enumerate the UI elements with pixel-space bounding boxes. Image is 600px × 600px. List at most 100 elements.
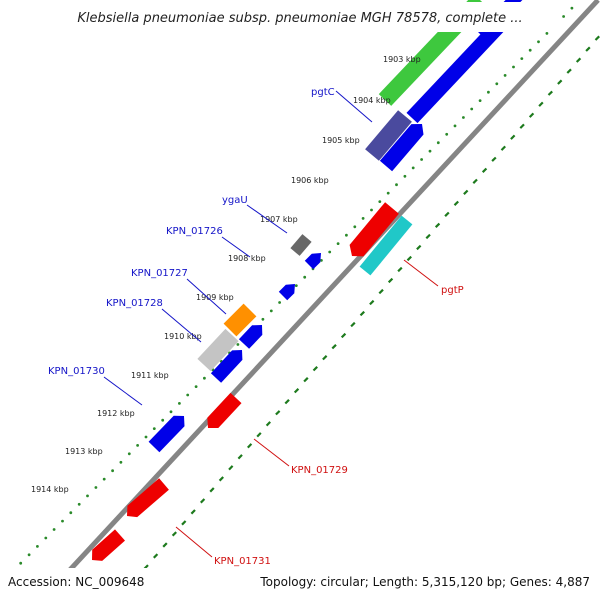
- tick-mark: [510, 134, 516, 140]
- tick-mark: [162, 542, 168, 548]
- gc-dot: [545, 32, 549, 35]
- tick-mark: [416, 244, 422, 251]
- label-pointer: [403, 259, 439, 287]
- tick-mark: [200, 498, 206, 504]
- cyan-feature: [359, 215, 413, 276]
- tick-mark: [434, 222, 441, 228]
- gc-dot: [503, 74, 507, 77]
- tick-mark: [519, 123, 525, 129]
- tick-mark: [350, 321, 356, 328]
- tick-mark: [340, 332, 347, 339]
- tick-mark: [181, 520, 187, 526]
- reverse-gene: [207, 392, 242, 428]
- gc-dot: [161, 418, 165, 422]
- kbp-label: 1912 kbp: [97, 409, 135, 418]
- tick-mark: [228, 465, 234, 471]
- gc-dot: [445, 132, 449, 136]
- tick-mark: [331, 344, 337, 350]
- tick-mark: [557, 79, 563, 85]
- kbp-label: 1908 kbp: [228, 254, 266, 263]
- forward-gene: [238, 325, 263, 349]
- tick-mark: [397, 266, 403, 273]
- tick-mark: [237, 454, 243, 460]
- gc-dot: [320, 259, 323, 262]
- tick-mark: [359, 310, 365, 317]
- gene-labels: pgtC ygaU KPN_01726 KPN_01727 KPN_01728 KPN_0…: [48, 87, 464, 567]
- label-pointer: [221, 236, 251, 258]
- gc-dot: [111, 469, 114, 473]
- gc-dot: [86, 494, 89, 498]
- label-pointer: [186, 278, 227, 315]
- gene-label-KPN_01728: KPN_01728: [106, 298, 163, 309]
- kbp-label: 1905 kbp: [322, 136, 360, 145]
- map-title: Klebsiella pneumoniae subsp. pneumoniae …: [77, 11, 522, 26]
- label-pointer: [246, 204, 288, 234]
- gc-dot: [570, 6, 574, 10]
- kbp-label: 1911 kbp: [131, 371, 169, 380]
- gc-dot: [453, 124, 457, 128]
- kbp-label: 1906 kbp: [291, 176, 329, 185]
- gc-dot: [77, 502, 81, 506]
- tick-mark: [528, 112, 535, 118]
- gene-label-pgtP: pgtP: [441, 285, 464, 296]
- kbp-label: 1909 kbp: [196, 293, 234, 302]
- gene-label-KPN_01729: KPN_01729: [291, 465, 348, 476]
- kbp-scale: 1903 kbp 1904 kbp 1905 kbp 1906 kbp 1907 kbp…: [31, 55, 421, 494]
- gc-dot: [353, 225, 357, 229]
- gc-dot: [178, 402, 181, 405]
- accession-text: Accession: NC_009648: [8, 575, 144, 589]
- gc-dot: [269, 309, 273, 313]
- gc-dot: [420, 158, 423, 161]
- tick-mark: [312, 366, 318, 372]
- gc-dot: [278, 301, 281, 304]
- forward-gene: [278, 284, 295, 301]
- grey-feature: [290, 234, 312, 256]
- tick-mark: [275, 410, 281, 416]
- gc-dot: [127, 452, 131, 456]
- gc-dot: [194, 385, 198, 388]
- kbp-label: 1907 kbp: [260, 215, 298, 224]
- gc-dot: [336, 242, 340, 246]
- gc-dot: [411, 166, 415, 170]
- gc-dot: [345, 233, 348, 237]
- gc-dot: [403, 174, 407, 178]
- tick-mark: [293, 388, 300, 394]
- gc-dot: [470, 107, 474, 111]
- tick-mark: [444, 211, 450, 217]
- gc-dot: [528, 48, 532, 52]
- gc-dot: [378, 200, 382, 204]
- tick-mark: [284, 399, 290, 405]
- tick-mark: [585, 46, 591, 52]
- gc-dot: [19, 561, 23, 565]
- summary-text: Topology: circular; Length: 5,315,120 bp…: [259, 575, 590, 589]
- gc-dot: [478, 99, 482, 102]
- gc-dot: [61, 519, 64, 523]
- gc-dot: [44, 536, 48, 540]
- tick-mark: [538, 101, 544, 107]
- tick-mark: [453, 200, 459, 206]
- gc-dot: [52, 528, 56, 531]
- indigo-feature: [365, 110, 412, 161]
- kbp-label: 1914 kbp: [31, 485, 69, 494]
- tick-mark: [491, 156, 497, 162]
- gc-dot: [27, 553, 31, 557]
- reverse-gene: [92, 529, 125, 561]
- tick-mark: [322, 355, 328, 361]
- gene-label-KPN_01726: KPN_01726: [166, 226, 223, 237]
- gc-dot: [152, 427, 156, 430]
- kbp-label: 1910 kbp: [164, 332, 202, 341]
- gc-dot: [186, 393, 190, 397]
- gc-dot: [294, 284, 298, 287]
- gc-dot: [261, 317, 265, 321]
- outer-tick-track: [116, 35, 600, 600]
- reverse-gene: [127, 478, 169, 518]
- forward-gene: [148, 415, 185, 453]
- tick-mark: [190, 509, 196, 515]
- tick-mark: [218, 476, 224, 482]
- light-grey-feature: [197, 328, 239, 372]
- kbp-label: 1903 kbp: [383, 55, 421, 64]
- gc-dot: [436, 141, 440, 145]
- tick-mark: [387, 277, 394, 284]
- gc-dot: [36, 545, 39, 548]
- label-pointers: [103, 90, 439, 558]
